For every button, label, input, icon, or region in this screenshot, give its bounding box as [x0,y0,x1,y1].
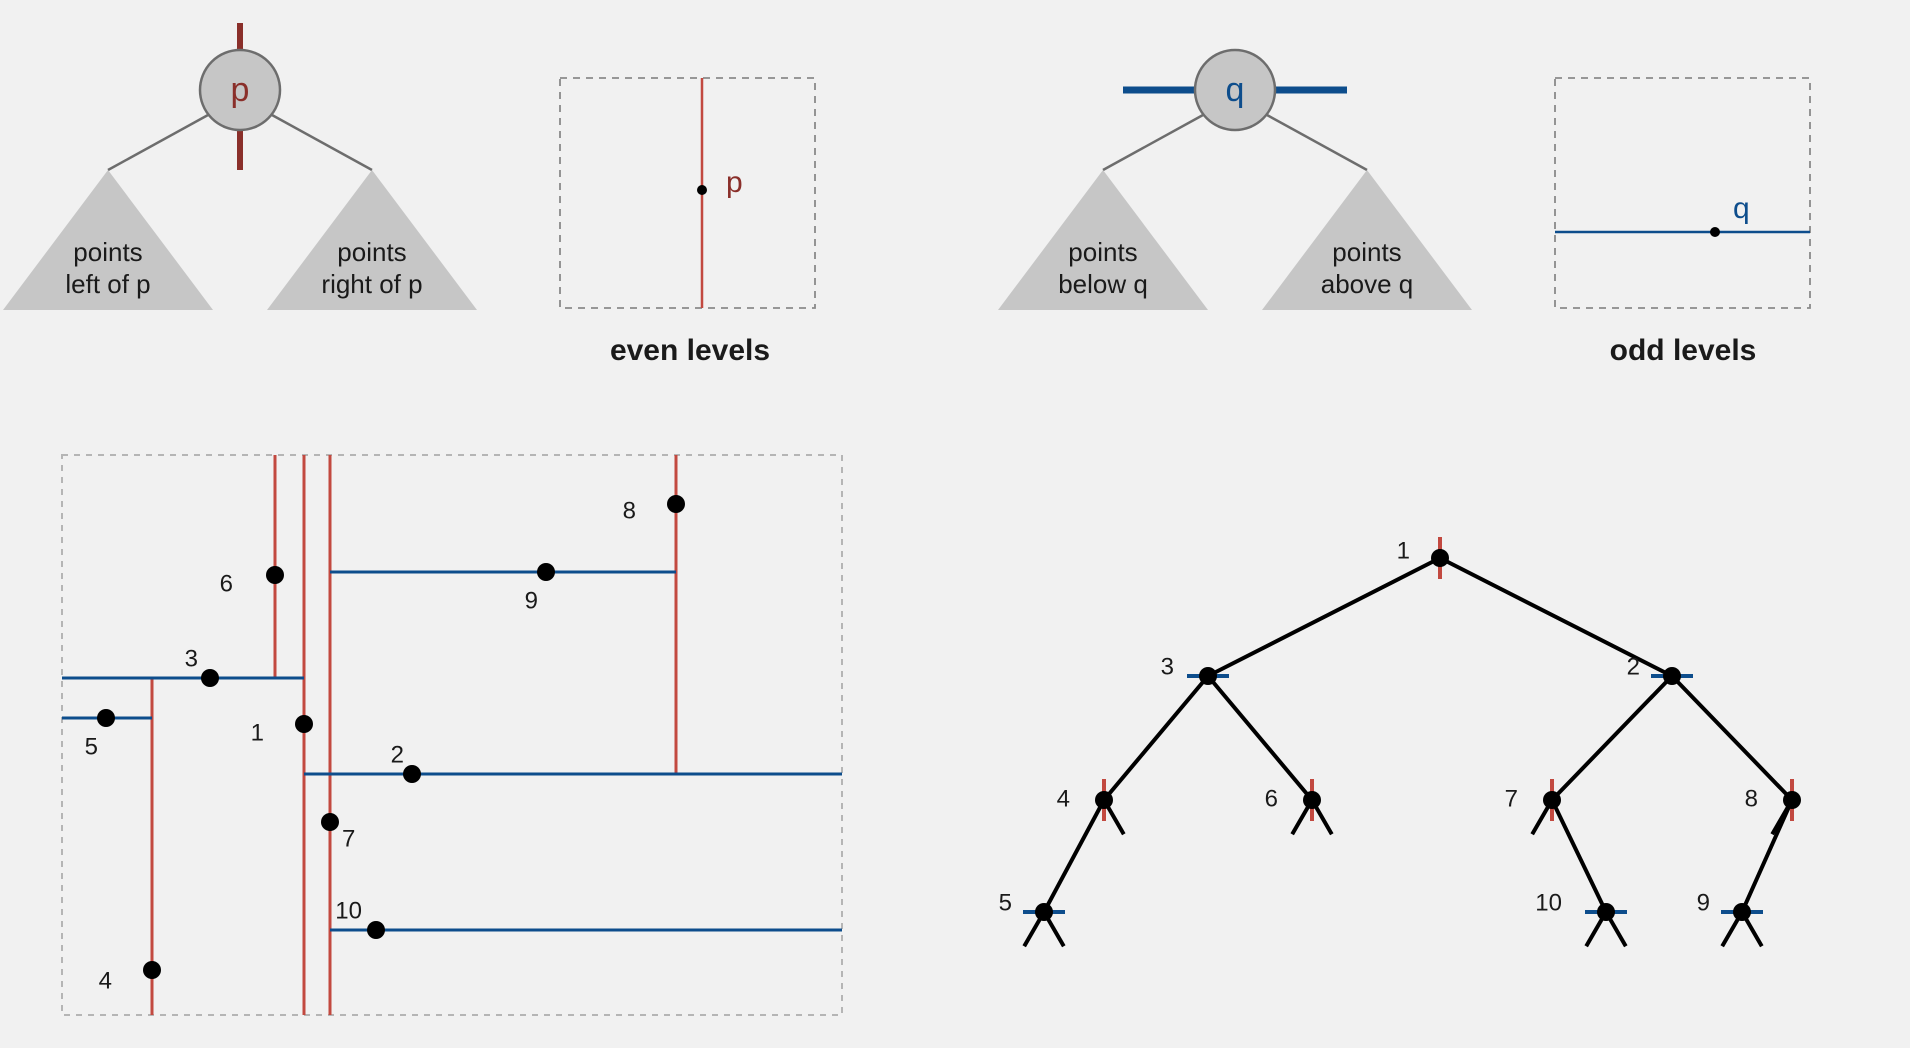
svg-text:p: p [726,166,743,199]
svg-text:points: points [1068,237,1137,267]
svg-text:q: q [1733,192,1750,225]
svg-text:6: 6 [220,570,233,597]
svg-text:right of p: right of p [321,269,422,299]
svg-text:1: 1 [1397,537,1410,564]
svg-text:9: 9 [525,587,538,614]
svg-text:3: 3 [185,645,198,672]
svg-text:8: 8 [623,497,636,524]
kd-tree-diagram: pointsleft of ppointsright of pppeven le… [0,0,1910,1048]
svg-text:even levels: even levels [610,334,770,367]
svg-text:1: 1 [251,719,264,746]
svg-text:2: 2 [391,741,404,768]
svg-text:4: 4 [1057,785,1070,812]
svg-text:p: p [231,71,250,109]
svg-text:points: points [337,237,406,267]
svg-text:7: 7 [1505,785,1518,812]
svg-text:points: points [73,237,142,267]
svg-text:5: 5 [85,733,98,760]
svg-text:q: q [1226,71,1245,109]
svg-text:2: 2 [1627,653,1640,680]
svg-text:above q: above q [1321,269,1414,299]
svg-text:below q: below q [1058,269,1148,299]
svg-text:10: 10 [1535,889,1562,916]
svg-text:7: 7 [342,825,355,852]
svg-text:5: 5 [999,889,1012,916]
svg-text:odd levels: odd levels [1610,334,1757,367]
svg-text:3: 3 [1161,653,1174,680]
svg-text:9: 9 [1697,889,1710,916]
svg-text:points: points [1332,237,1401,267]
svg-text:6: 6 [1265,785,1278,812]
svg-text:4: 4 [99,967,112,994]
svg-text:8: 8 [1745,785,1758,812]
svg-text:left of p: left of p [65,269,150,299]
svg-text:10: 10 [335,897,362,924]
